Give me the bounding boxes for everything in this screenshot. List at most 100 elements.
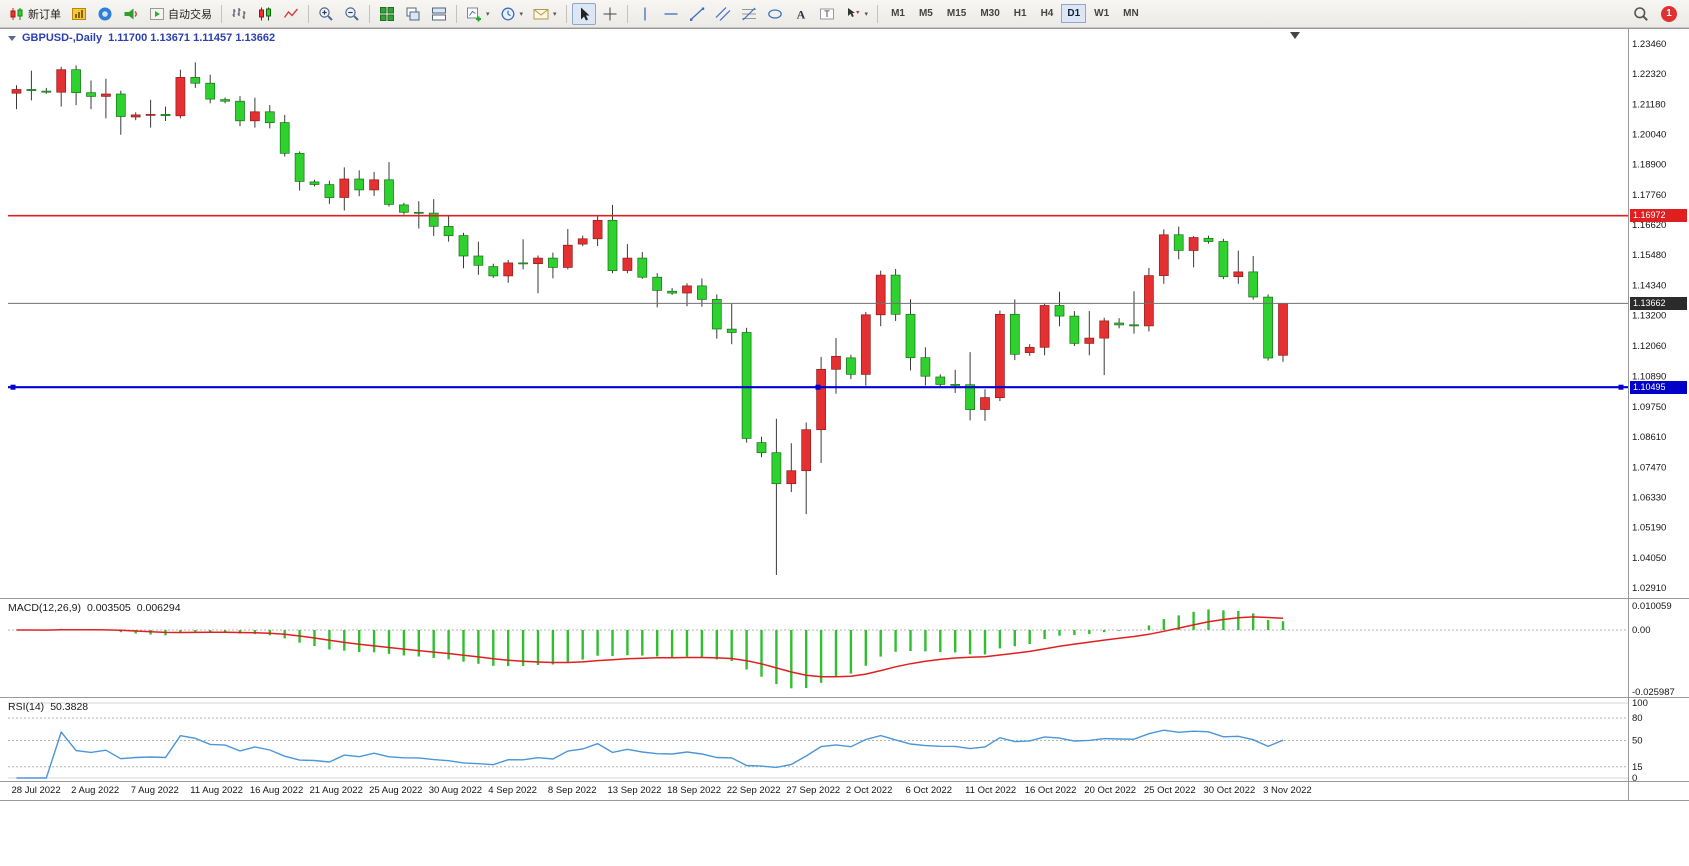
line-handle[interactable] <box>1618 384 1624 390</box>
candle-body <box>190 77 201 84</box>
vertical-line-button[interactable] <box>633 3 657 25</box>
zoom-out-button[interactable] <box>340 3 364 25</box>
line-chart-button[interactable] <box>279 3 303 25</box>
date-axis-label: 25 Aug 2022 <box>369 785 422 796</box>
price-axis-label: 1.16620 <box>1632 220 1666 231</box>
line-handle[interactable] <box>10 384 16 390</box>
notification-badge[interactable]: 1 <box>1661 5 1677 22</box>
candle-body <box>831 355 841 370</box>
chart-ohlc-values: 1.11700 1.13671 1.11457 1.13662 <box>108 32 276 44</box>
date-axis-label: 3 Nov 2022 <box>1263 785 1312 796</box>
svg-text:T: T <box>824 9 830 19</box>
resistance-hline-price-tag: 1.16972 <box>1630 209 1687 222</box>
timeframe-button-h4[interactable]: H4 <box>1040 8 1054 19</box>
candle-body <box>562 244 573 268</box>
bar-chart-button[interactable] <box>227 3 251 25</box>
bid-price-line-price-tag: 1.13662 <box>1630 297 1687 310</box>
vline-icon <box>643 7 646 20</box>
price-axis-label: 1.08610 <box>1632 432 1666 443</box>
candle-body <box>786 470 797 485</box>
cursor-button[interactable] <box>571 2 596 25</box>
alerts-button[interactable] <box>119 3 143 25</box>
search-button[interactable] <box>1629 3 1653 25</box>
line-handle[interactable] <box>815 384 821 390</box>
candle-body <box>980 397 990 410</box>
arrange-icon <box>432 7 446 20</box>
templates-button[interactable]: ▾ <box>529 3 561 25</box>
arrows-button[interactable]: ▾ <box>841 3 873 25</box>
horizontal-line-button[interactable] <box>659 3 683 25</box>
timeframe-button-h1[interactable]: H1 <box>1013 8 1027 19</box>
channel-button[interactable] <box>711 3 735 25</box>
candle-body <box>1009 313 1020 355</box>
date-axis-label: 16 Aug 2022 <box>250 785 303 796</box>
date-axis-label: 6 Oct 2022 <box>906 785 952 796</box>
candle-body <box>26 89 37 91</box>
new-order-button[interactable]: 新订单 <box>5 3 65 25</box>
timeframe-button-m1[interactable]: M1 <box>891 8 905 19</box>
trendline-button[interactable] <box>685 3 709 25</box>
fibonacci-button[interactable] <box>737 3 761 25</box>
candle-body <box>920 357 931 377</box>
candle-body <box>235 100 245 122</box>
tile-icon <box>380 6 394 21</box>
toolbar-separator <box>221 4 222 23</box>
candle-body <box>726 328 737 333</box>
shift-end-marker[interactable] <box>1290 32 1300 39</box>
shapes-button[interactable] <box>763 3 787 25</box>
candle-body <box>875 274 886 316</box>
timeframe-button-d1[interactable]: D1 <box>1061 4 1087 23</box>
macd-signal-line <box>16 616 1284 678</box>
date-axis-label: 25 Oct 2022 <box>1144 785 1196 796</box>
candle-body <box>890 274 901 315</box>
candle-body <box>473 255 484 266</box>
candle-body <box>145 114 156 116</box>
timeframe-button-m30[interactable]: M30 <box>980 8 1000 19</box>
periods-button[interactable]: ▾ <box>496 3 528 25</box>
collapse-arrow-icon[interactable] <box>8 35 16 41</box>
price-axis-label: 1.20040 <box>1632 130 1666 141</box>
candle-body <box>1233 271 1244 278</box>
chart-plot-area[interactable] <box>8 29 1628 598</box>
tile-windows-button[interactable] <box>375 3 399 25</box>
candlestick-chart-button[interactable] <box>253 3 277 25</box>
price-axis-label: 1.04050 <box>1632 553 1666 564</box>
cascade-windows-button[interactable] <box>401 3 425 25</box>
price-axis-label: 1.06330 <box>1632 492 1666 503</box>
rsi-header: RSI(14) 50.3828 <box>8 701 88 713</box>
candle-body <box>324 184 335 198</box>
candle-body <box>250 111 260 122</box>
candle-body <box>1218 241 1229 278</box>
price-axis-label: 1.23460 <box>1632 39 1666 50</box>
candle-body <box>1158 234 1169 276</box>
zoom-in-button[interactable] <box>314 3 338 25</box>
new-chart-button[interactable]: ▾ <box>462 3 494 25</box>
timeframe-button-w1[interactable]: W1 <box>1094 8 1110 19</box>
autotrading-button[interactable]: 自动交易 <box>145 3 216 25</box>
rsi-label: RSI(14) <box>8 701 45 713</box>
profiles-button[interactable] <box>67 3 91 25</box>
rsi-value: 50.3828 <box>50 701 89 713</box>
toolbar-separator <box>369 4 370 23</box>
price-axis-label: 1.10890 <box>1632 372 1666 383</box>
toolbar-separator <box>626 4 628 23</box>
candle-body <box>950 384 961 386</box>
timeframe-button-mn[interactable]: MN <box>1123 8 1139 19</box>
candle-body <box>279 122 290 154</box>
macd-label: MACD(12,26,9) <box>8 602 81 614</box>
macd-signal-value: 0.006294 <box>136 602 181 614</box>
date-axis-label: 11 Oct 2022 <box>965 785 1016 796</box>
timeframe-button-m5[interactable]: M5 <box>918 8 933 19</box>
timeframe-button-m15[interactable]: M15 <box>946 8 967 19</box>
text-button[interactable]: A <box>789 3 813 25</box>
label-button[interactable]: T <box>815 3 839 25</box>
dropdown-arrow-icon: ▾ <box>519 10 524 18</box>
candle-body <box>682 285 692 294</box>
arrange-windows-button[interactable] <box>427 3 451 25</box>
market-watch-button[interactable] <box>93 3 117 25</box>
candle-body <box>309 181 320 185</box>
crosshair-button[interactable] <box>598 3 622 25</box>
chart-title-bar: GBPUSD-,Daily 1.11700 1.13671 1.11457 1.… <box>8 32 275 44</box>
cursor-icon <box>580 7 590 20</box>
